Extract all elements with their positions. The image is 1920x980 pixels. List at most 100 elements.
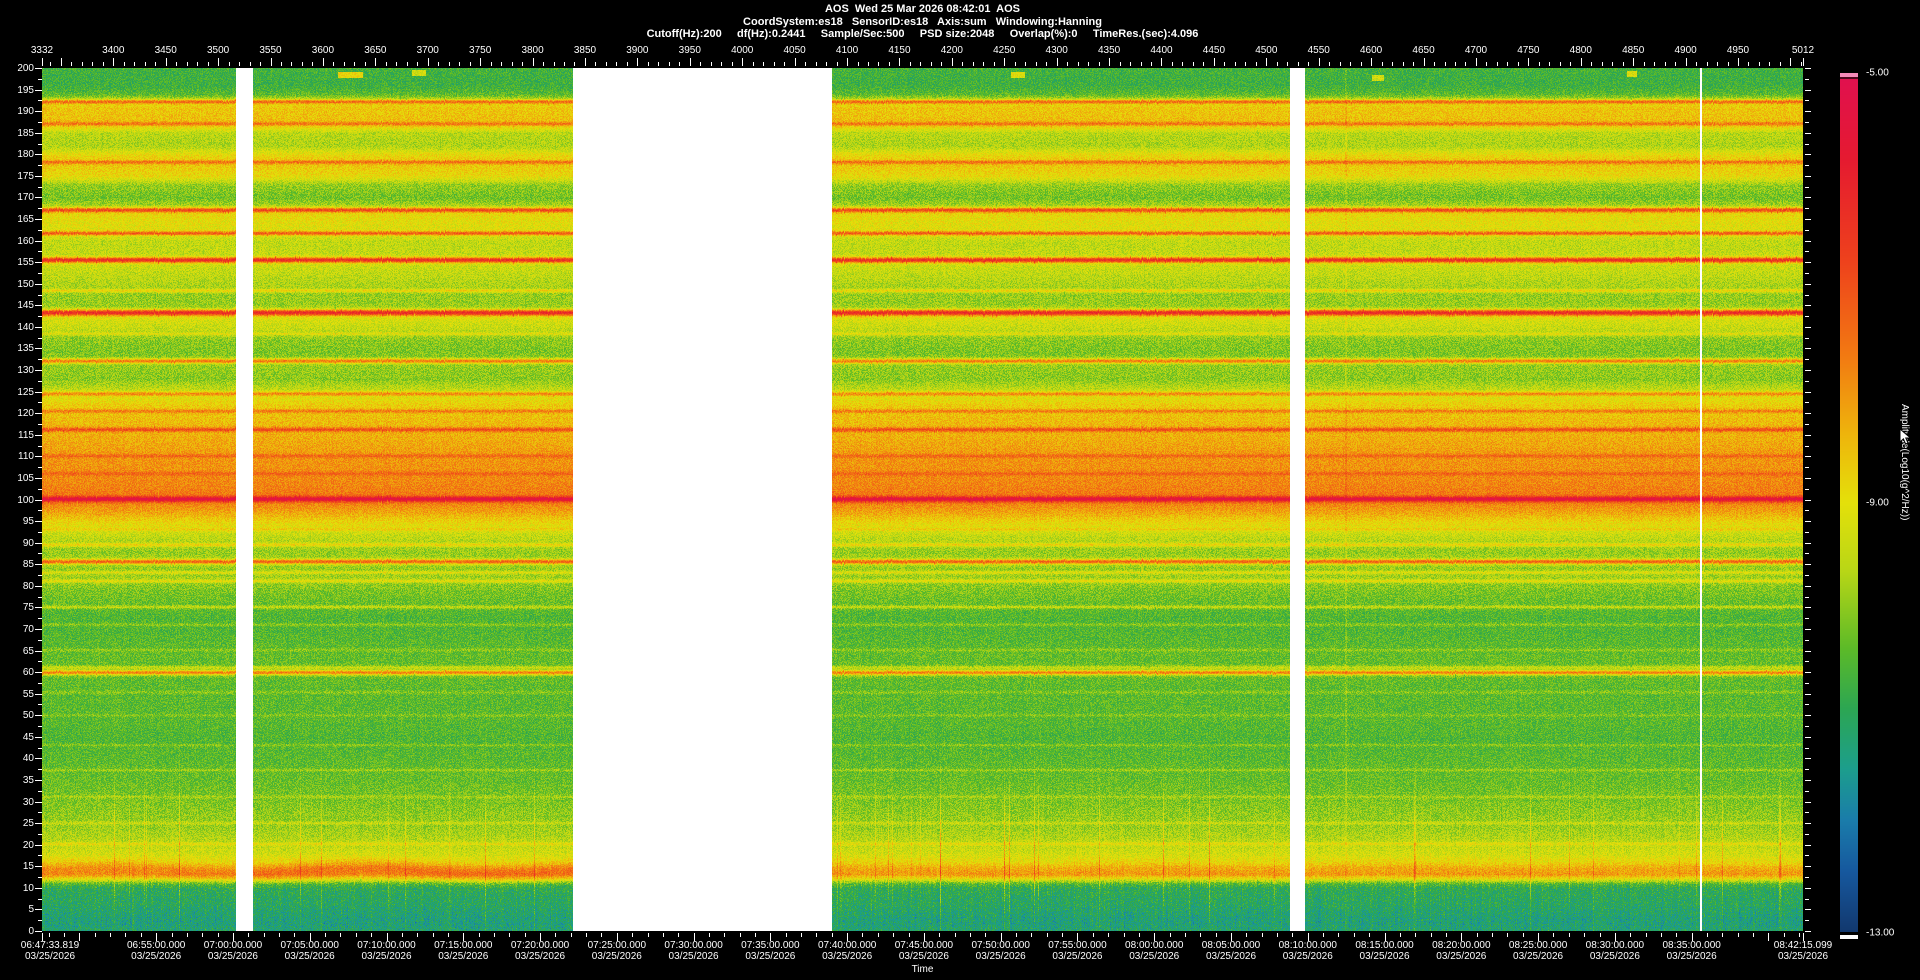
freq-axis-tick-label: 140 bbox=[17, 321, 34, 333]
time-axis-time-label: 08:10:00.000 bbox=[1278, 940, 1337, 951]
freq-axis-tick-label: 130 bbox=[17, 365, 34, 377]
time-axis-date-label: 03/25/2026 bbox=[1205, 951, 1257, 962]
time-axis-tick: 08:25:00.000 03/25/2026 bbox=[1509, 940, 1567, 962]
time-axis-date-label: 03/25/2026 bbox=[131, 951, 182, 962]
top-axis-tick-label: 4950 bbox=[1726, 45, 1750, 56]
freq-axis-tick-label: 195 bbox=[17, 84, 34, 96]
time-axis-date-label: 03/25/2026 bbox=[284, 951, 335, 962]
time-axis-time-label: 07:05:00.000 bbox=[280, 940, 339, 951]
time-axis-time-label: 08:35:00.000 bbox=[1662, 940, 1721, 951]
freq-axis-tick-label: 135 bbox=[17, 343, 34, 355]
freq-axis-tick-label: 185 bbox=[17, 127, 34, 139]
time-axis-tick: 07:00:00.000 03/25/2026 bbox=[204, 940, 262, 962]
top-axis-tick-label: 3600 bbox=[311, 45, 335, 56]
freq-axis-tick-label: 180 bbox=[17, 149, 34, 161]
time-axis-tick: 07:35:00.000 03/25/2026 bbox=[741, 940, 799, 962]
freq-axis-tick-label: 45 bbox=[22, 731, 34, 743]
time-axis-time-label: 07:20:00.000 bbox=[510, 940, 570, 951]
freq-axis-tick-label: 20 bbox=[22, 839, 34, 851]
time-axis-date-label: 03/25/2026 bbox=[1052, 951, 1103, 962]
time-axis-time-label: 08:15:00.000 bbox=[1355, 940, 1414, 951]
time-axis-time-label: 08:00:00.000 bbox=[1125, 940, 1184, 951]
top-axis-tick-label: 4350 bbox=[1097, 45, 1121, 56]
freq-axis-tick-label: 165 bbox=[17, 214, 34, 226]
top-axis-tick-label: 3550 bbox=[259, 45, 282, 56]
top-axis-tick-label: 4400 bbox=[1150, 45, 1173, 56]
top-axis-tick-label: 4850 bbox=[1622, 45, 1645, 56]
time-axis-date-label: 03/25/2026 bbox=[1513, 951, 1564, 962]
time-axis-date-label: 03/25/2026 bbox=[1359, 951, 1410, 962]
mouse-cursor-icon bbox=[1899, 428, 1912, 445]
top-axis-tick-label: 4100 bbox=[835, 45, 859, 56]
top-axis-tick-label: 4700 bbox=[1464, 45, 1488, 56]
time-axis-date-label: 03/25/2026 bbox=[1282, 951, 1333, 962]
top-axis-tick-label: 4250 bbox=[993, 45, 1016, 56]
time-axis-time-label: 07:15:00.000 bbox=[434, 940, 493, 951]
top-axis-tick-label: 4200 bbox=[940, 45, 963, 56]
freq-axis-tick-label: 155 bbox=[17, 257, 34, 269]
freq-axis-tick-label: 175 bbox=[17, 170, 34, 182]
top-axis-tick-label: 4900 bbox=[1674, 45, 1697, 56]
colorbar-tick-label: -5.00 bbox=[1866, 67, 1889, 79]
time-axis-date-label: 03/25/2026 bbox=[1777, 951, 1829, 962]
top-axis-tick-label: 4150 bbox=[888, 45, 911, 56]
freq-axis-tick-label: 10 bbox=[22, 882, 34, 894]
time-axis-tick: 07:30:00.000 03/25/2026 bbox=[664, 940, 722, 962]
time-axis-date-label: 03/25/2026 bbox=[822, 951, 873, 962]
time-axis-tick: 07:25:00.000 03/25/2026 bbox=[588, 940, 646, 962]
time-axis-date-label: 03/25/2026 bbox=[438, 951, 489, 962]
time-axis-tick: 07:40:00.000 03/25/2026 bbox=[818, 940, 876, 962]
time-axis-tick: 08:35:00.000 03/25/2026 bbox=[1662, 940, 1720, 962]
time-axis-date-label: 03/25/2026 bbox=[591, 951, 642, 962]
time-axis-time-label: 08:20:00.000 bbox=[1432, 940, 1491, 951]
time-axis-tick: 08:00:00.000 03/25/2026 bbox=[1125, 940, 1183, 962]
time-axis-tick: 07:55:00.000 03/25/2026 bbox=[1048, 940, 1106, 962]
header-params-line: Cutoff(Hz):200 df(Hz):0.2441 Sample/Sec:… bbox=[646, 28, 1199, 40]
time-axis-tick: 08:05:00.000 03/25/2026 bbox=[1202, 940, 1260, 962]
time-axis-tick: 07:50:00.000 03/25/2026 bbox=[971, 940, 1029, 962]
spectrogram-plot[interactable] bbox=[42, 68, 1803, 931]
time-axis-date-label: 03/25/2026 bbox=[1129, 951, 1180, 962]
top-axis-tick-label: 3750 bbox=[469, 45, 492, 56]
top-axis-tick-label: 3800 bbox=[521, 45, 544, 56]
top-axis-tick-label: 4650 bbox=[1412, 45, 1435, 56]
freq-axis-tick-label: 115 bbox=[18, 429, 34, 441]
time-axis-time-label: 07:55:00.000 bbox=[1048, 940, 1107, 951]
time-axis-date-label: 03/25/2026 bbox=[668, 951, 719, 962]
freq-axis-tick-label: 30 bbox=[22, 796, 34, 808]
freq-axis-tick-label: 85 bbox=[22, 559, 34, 571]
time-axis-time-label: 06:55:00.000 bbox=[126, 940, 186, 951]
freq-axis-tick-label: 50 bbox=[22, 710, 34, 722]
time-axis-time-label: 08:05:00.000 bbox=[1201, 940, 1261, 951]
top-axis-tick-label: 3400 bbox=[102, 45, 125, 56]
freq-axis-tick-label: 100 bbox=[17, 494, 34, 506]
freq-axis-tick-label: 110 bbox=[18, 451, 34, 463]
time-axis-tick: 06:47:33.819 03/25/2026 bbox=[21, 940, 79, 962]
time-axis-tick: 07:15:00.000 03/25/2026 bbox=[434, 940, 492, 962]
freq-axis-tick-label: 120 bbox=[17, 408, 34, 420]
window-title: AOS Wed 25 Mar 2026 08:42:01 AOS bbox=[824, 3, 1021, 15]
time-axis-tick: 07:10:00.000 03/25/2026 bbox=[357, 940, 415, 962]
freq-axis-tick-label: 60 bbox=[22, 667, 34, 679]
freq-axis-tick-label: 150 bbox=[17, 278, 34, 290]
time-axis-tick: 06:55:00.000 03/25/2026 bbox=[127, 940, 185, 962]
freq-axis-tick-label: 90 bbox=[22, 537, 34, 549]
time-axis-tick: 08:15:00.000 03/25/2026 bbox=[1355, 940, 1413, 962]
time-axis-time-label: 07:40:00.000 bbox=[817, 940, 877, 951]
freq-axis-tick-label: 70 bbox=[22, 623, 34, 635]
time-axis-date-label: 03/25/2026 bbox=[975, 951, 1026, 962]
time-axis-date-label: 03/25/2026 bbox=[745, 951, 796, 962]
colorbar-tick-label: -9.00 bbox=[1866, 497, 1889, 509]
time-axis-time-label: 06:47:33.819 bbox=[20, 940, 80, 951]
top-axis-tick-label: 3332 bbox=[30, 45, 54, 56]
colorbar bbox=[1840, 73, 1858, 932]
top-axis-tick-label: 3650 bbox=[364, 45, 387, 56]
time-axis-time-label: 08:25:00.000 bbox=[1508, 940, 1568, 951]
freq-axis-tick-label: 200 bbox=[17, 63, 34, 74]
freq-axis-tick-label: 75 bbox=[22, 602, 34, 614]
top-axis-tick-label: 4050 bbox=[783, 45, 806, 56]
amplitude-axis-title: Amplitude(Log10(g^2/Hz)) bbox=[1899, 404, 1910, 521]
freq-axis-tick-label: 125 bbox=[17, 386, 34, 398]
time-axis-time-label: 08:42:15.099 bbox=[1773, 940, 1833, 951]
